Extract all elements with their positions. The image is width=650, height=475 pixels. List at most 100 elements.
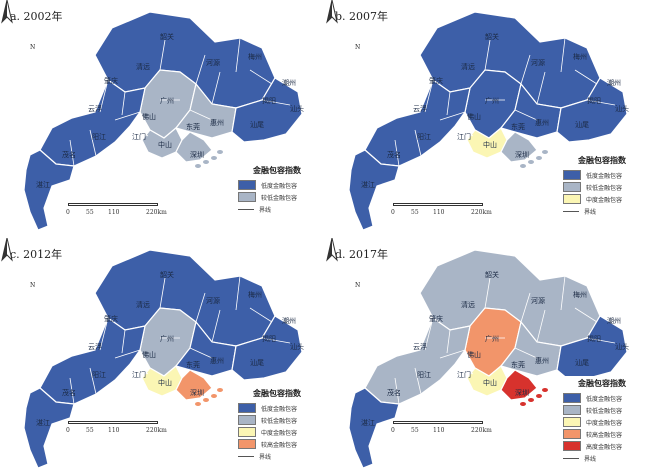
legend-items: 低度金融包容较低金融包容 中度金融包容 较高金融包容 高度金融包容 界线 — [557, 392, 647, 464]
district-border — [189, 109, 213, 121]
city-label: 江门 — [457, 133, 471, 141]
region-west-coast — [364, 79, 471, 167]
city-label: 韶关 — [160, 33, 174, 41]
city-label: 肇庆 — [104, 77, 118, 85]
scale-tick: 0 — [66, 209, 70, 216]
district-border — [121, 329, 126, 354]
panel-title: d. 2017年 — [335, 248, 389, 261]
legend-label: 低度金融包容 — [261, 405, 298, 413]
island-shape — [217, 388, 223, 392]
city-label: 汕尾 — [250, 121, 264, 129]
region-delta-south — [500, 131, 538, 163]
district-border — [414, 367, 422, 395]
district-border — [89, 129, 97, 157]
north-arrow-icon — [1, 238, 13, 262]
island-shape — [542, 150, 548, 154]
district-border — [89, 367, 97, 395]
district-border — [69, 139, 75, 167]
island-shape — [203, 160, 209, 164]
legend-swatch — [238, 427, 256, 437]
city-label: 韶关 — [485, 33, 499, 41]
legend-title: 金融包容指数 — [578, 155, 626, 165]
island-shape — [542, 388, 548, 392]
district-border — [536, 309, 546, 343]
legend-swatch — [563, 417, 581, 427]
city-label: 深圳 — [515, 389, 529, 397]
district-border — [484, 39, 491, 71]
district-border — [99, 317, 109, 351]
district-border — [394, 377, 400, 405]
scale-tick: 0 — [391, 209, 395, 216]
legend-boundary: 界线 — [563, 452, 647, 464]
legend-label: 较高金融包容 — [261, 441, 298, 449]
city-label: 佛山 — [142, 351, 156, 359]
city-label: 佛山 — [467, 113, 481, 121]
city-label: 揭阳 — [262, 97, 276, 105]
city-label: 汕头 — [290, 343, 304, 351]
district-border — [484, 277, 491, 309]
city-label: 广州 — [160, 97, 174, 105]
city-label: 佛山 — [467, 351, 481, 359]
region-west-coast — [39, 79, 146, 167]
district-border — [211, 71, 221, 105]
legend-swatch — [238, 415, 256, 425]
legend-item: 中度金融包容 — [563, 193, 647, 205]
legend-swatch — [238, 439, 256, 449]
district-border — [121, 91, 126, 116]
map-panel-2017: d. 2017年 N 0 55 110 220km 金融包容指数 低度金融包容较… — [325, 238, 650, 475]
legend-label: 较低金融包容 — [586, 407, 623, 415]
scale-bar: 0 55 110 220km — [66, 203, 178, 221]
legend-item: 中度金融包容 — [563, 416, 647, 428]
north-arrow-icon — [326, 0, 338, 24]
scale-tick: 110 — [433, 427, 445, 434]
scale-tick: 220km — [471, 427, 492, 434]
district-border — [159, 277, 166, 309]
region-coast-east — [231, 77, 303, 143]
legend-label: 界线 — [259, 206, 272, 214]
legend-item: 低度金融包容 — [563, 392, 647, 404]
city-label: 茂名 — [62, 151, 76, 159]
legend-label: 低度金融包容 — [261, 182, 298, 190]
legend-swatch — [563, 182, 581, 192]
map-panel-2007: b. 2007年 N 0 55 110 220km 金融包容指数 低度金融包容较… — [325, 0, 650, 237]
city-label: 中山 — [158, 141, 172, 149]
district-border — [439, 111, 466, 121]
city-label: 云浮 — [413, 343, 427, 351]
panel-title: c. 2012年 — [10, 248, 63, 261]
legend-item: 高度金融包容 — [563, 440, 647, 452]
district-border — [446, 91, 451, 116]
legend-label: 低度金融包容 — [586, 172, 623, 180]
region-coast-east — [556, 315, 628, 381]
scale-tick: 110 — [433, 209, 445, 216]
region-sw-peninsula — [348, 149, 400, 231]
district-border — [514, 347, 538, 359]
legend-swatch — [563, 405, 581, 415]
north-label: N — [355, 282, 361, 289]
city-label: 阳江 — [417, 371, 431, 379]
legend-item: 较低金融包容 — [238, 191, 322, 203]
city-label: 清远 — [136, 63, 150, 71]
region-center-east — [174, 82, 237, 139]
scale-tick: 55 — [411, 209, 419, 216]
north-arrow-icon — [326, 238, 338, 262]
legend-swatch — [563, 170, 581, 180]
legend-boundary: 界线 — [238, 450, 322, 462]
region-coast-east — [556, 77, 628, 143]
district-border — [454, 125, 474, 137]
scale-tick: 220km — [471, 209, 492, 216]
panel-title: b. 2007年 — [335, 10, 389, 23]
scale-tick: 220km — [146, 427, 167, 434]
city-label: 清远 — [136, 301, 150, 309]
region-sw-peninsula — [348, 387, 400, 469]
scale-tick: 0 — [391, 427, 395, 434]
city-label: 揭阳 — [262, 335, 276, 343]
city-label: 河源 — [206, 297, 220, 305]
legend-item: 较高金融包容 — [563, 428, 647, 440]
district-border — [514, 109, 538, 121]
city-label: 中山 — [483, 141, 497, 149]
city-label: 云浮 — [88, 343, 102, 351]
island-shape — [520, 402, 526, 406]
legend-item: 较高金融包容 — [238, 438, 322, 450]
boundary-line-icon — [563, 457, 579, 459]
city-label: 汕头 — [290, 105, 304, 113]
